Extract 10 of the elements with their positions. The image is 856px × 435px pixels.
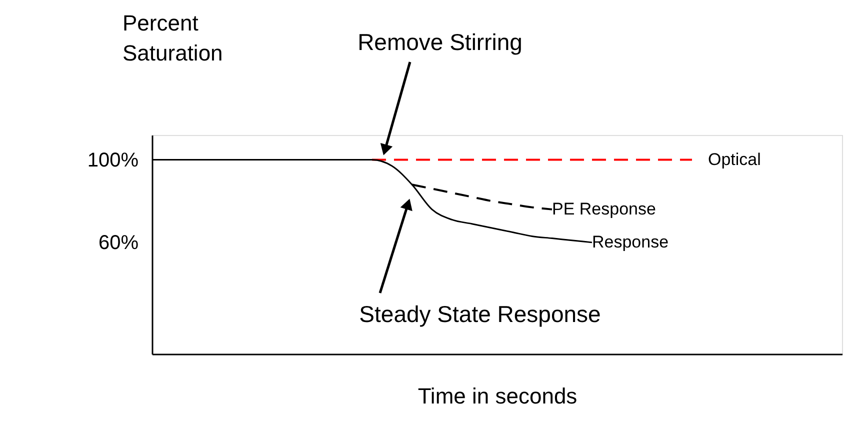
line-series [411, 184, 553, 210]
series-label: Optical [708, 150, 761, 169]
y-tick-label: 100% [87, 149, 139, 172]
series-label: Response [592, 232, 669, 252]
annotation: Steady State Response [359, 301, 601, 327]
series-label: PE Response [552, 199, 656, 218]
y-axis-title: Percent Saturation [122, 10, 223, 66]
text: Remove Stirring [358, 29, 522, 55]
x-axis-title: Time in seconds [418, 384, 578, 408]
y-tick-label: 60% [98, 232, 139, 254]
